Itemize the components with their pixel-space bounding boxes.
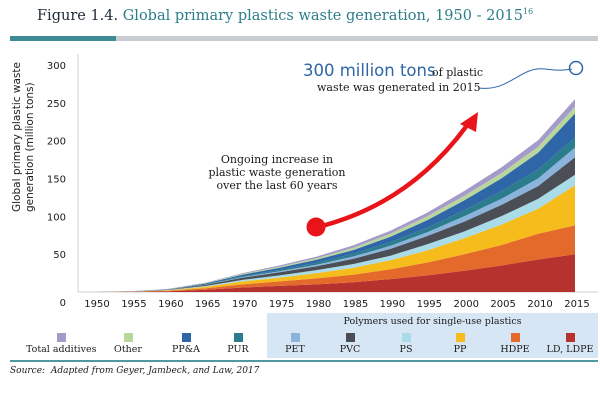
x-axis-ticks: 1950 1955 1960 1965 1970 1975 1980 1985 1990 1995… — [84, 299, 589, 310]
peak-connector-line — [477, 68, 573, 89]
legend-label: PS — [399, 344, 413, 355]
figure-title-text: Global primary plastics waste generation… — [122, 7, 524, 24]
x-tick-label: 1970 — [232, 299, 257, 310]
peak-annotation-rest2: waste was generated in 2015 — [317, 81, 481, 94]
area-series-ld-ldpe — [95, 254, 575, 292]
legend-item-pp: PP — [425, 333, 495, 355]
legend-label: Other — [114, 344, 142, 355]
y-axis-ticks: 0 50 100 150 200 250 300 — [47, 61, 66, 309]
x-tick-label: 1990 — [380, 299, 405, 310]
y-tick-label: 250 — [47, 99, 66, 110]
area-series-pp — [95, 185, 575, 292]
legend-label: LD, LDPE — [546, 344, 594, 355]
x-tick-label: 1960 — [158, 299, 183, 310]
legend-item-hdpe: HDPE — [480, 333, 550, 355]
figure-footnote-ref: 16 — [523, 7, 534, 16]
x-tick-label: 1955 — [121, 299, 146, 310]
figure-number: Figure 1.4. — [37, 7, 119, 24]
peak-annotation-big: 300 million tons — [303, 61, 436, 80]
trend-annotation-line1: Ongoing increase in — [221, 153, 333, 166]
x-tick-label: 1975 — [269, 299, 294, 310]
legend-swatch — [56, 333, 66, 342]
title-divider — [10, 36, 598, 41]
x-tick-label: 1980 — [306, 299, 331, 310]
legend-item-other: Other — [93, 333, 163, 355]
y-tick-label: 50 — [53, 250, 66, 261]
legend-label: HDPE — [500, 344, 530, 355]
legend-swatch — [181, 333, 191, 342]
trend-arrow-line — [317, 122, 470, 230]
x-tick-label: 1995 — [417, 299, 442, 310]
legend-label: PET — [285, 344, 305, 355]
source-lead: Source: — [10, 366, 46, 376]
trend-annotation-line2: plastic waste generation — [208, 166, 345, 179]
legend-item-total-additives: Total additives — [26, 333, 96, 355]
y-tick-label: 100 — [47, 212, 66, 223]
legend-swatch — [345, 333, 355, 342]
x-tick-label: 1985 — [343, 299, 368, 310]
x-tick-label: 2010 — [527, 299, 552, 310]
figure-title: Figure 1.4. Global primary plastics wast… — [37, 7, 533, 24]
legend-label: PVC — [339, 344, 361, 355]
area-series-pp-a — [95, 113, 575, 293]
legend-item-pp-a: PP&A — [151, 333, 221, 355]
legend-label: PP — [453, 344, 467, 355]
single-use-legend-band — [267, 313, 598, 358]
y-tick-label: 0 — [60, 298, 66, 309]
peak-annotation-rest1: of plastic — [432, 66, 483, 79]
area-series-pvc — [95, 157, 575, 292]
legend-swatch — [401, 333, 411, 342]
x-tick-label: 2005 — [490, 299, 515, 310]
legend-label: Total additives — [26, 344, 97, 355]
legend-item-pur: PUR — [203, 333, 273, 355]
legend-item-pet: PET — [260, 333, 330, 355]
source-note: Source: Adapted from Geyer, Jambeck, and… — [10, 366, 259, 376]
legend-swatch — [510, 333, 520, 342]
legend-swatch — [290, 333, 300, 342]
y-tick-label: 150 — [47, 175, 66, 186]
legend-swatch — [123, 333, 133, 342]
y-axis-label-line2: generation (million tons) — [24, 82, 36, 212]
title-divider-accent — [10, 36, 116, 41]
legend-swatch — [455, 333, 465, 342]
x-tick-label: 2015 — [564, 299, 589, 310]
trend-annotation-line3: over the last 60 years — [217, 179, 338, 192]
x-tick-label: 2000 — [454, 299, 479, 310]
trend-arrow-head — [460, 112, 478, 132]
legend-item-ps: PS — [371, 333, 441, 355]
x-tick-label: 1950 — [84, 299, 109, 310]
y-tick-label: 300 — [47, 61, 66, 72]
y-axis-label-line1: Global primary plastic waste — [11, 62, 23, 212]
legend-swatch — [565, 333, 575, 342]
trend-arrow-start-dot — [306, 217, 326, 237]
y-tick-label: 200 — [47, 137, 66, 148]
legend-item-ld-ldpe: LD, LDPE — [535, 333, 600, 355]
source-text: Adapted from Geyer, Jambeck, and Law, 20… — [50, 366, 260, 376]
peak-highlight-circle — [568, 60, 584, 76]
legend-swatch — [233, 333, 243, 342]
x-tick-label: 1965 — [195, 299, 220, 310]
legend-label: PUR — [227, 344, 249, 355]
area-series-group — [95, 99, 575, 293]
legend-item-pvc: PVC — [315, 333, 385, 355]
legend-label: PP&A — [171, 344, 201, 355]
area-series-ps — [95, 174, 575, 292]
single-use-caption: Polymers used for single-use plastics — [343, 316, 522, 327]
footer-divider — [10, 360, 598, 362]
area-series-hdpe — [95, 225, 575, 292]
